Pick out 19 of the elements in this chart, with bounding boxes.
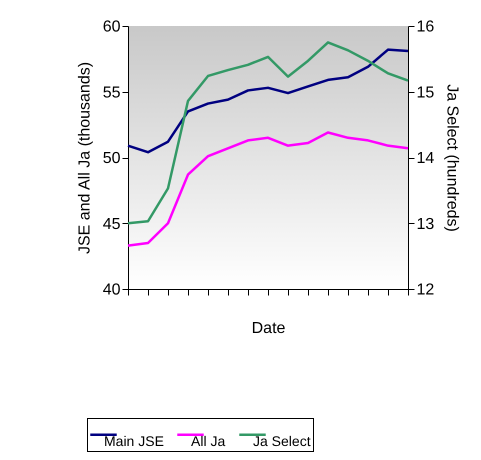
line-series xyxy=(126,41,410,224)
y-tick-label: 55 xyxy=(102,84,121,102)
x-axis-title: Date xyxy=(252,320,286,337)
y2-tick-label: 13 xyxy=(416,216,434,233)
y-tick-label: 60 xyxy=(102,18,121,36)
y2-tick-label: 16 xyxy=(416,18,434,36)
y-tick-label: 40 xyxy=(102,282,121,298)
legend-label: All Ja xyxy=(191,432,226,449)
line-series xyxy=(126,48,410,154)
y2-tick-label: 12 xyxy=(416,282,434,298)
line-series xyxy=(126,131,410,247)
y2-tick-label: 15 xyxy=(416,84,434,102)
y-tick-label: 45 xyxy=(102,216,121,233)
legend-label: Ja Select xyxy=(253,432,311,449)
y-tick-label: 50 xyxy=(102,150,121,167)
y2-axis-title: Ja Select (hundreds) xyxy=(443,84,460,232)
y-axis-title: JSE and All Ja (thousands) xyxy=(76,62,94,254)
y2-tick-label: 14 xyxy=(416,150,434,167)
legend-label: Main JSE xyxy=(104,432,164,449)
